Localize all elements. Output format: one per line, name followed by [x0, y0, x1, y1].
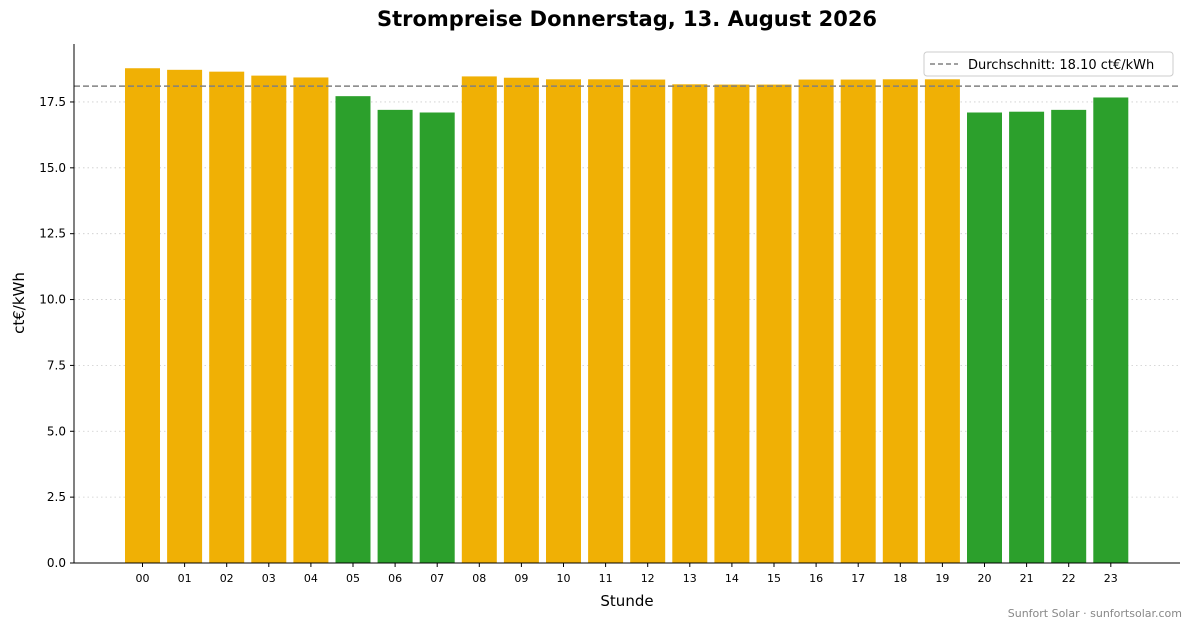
x-tick-label: 07 — [430, 572, 444, 585]
bar-hour-19 — [924, 79, 960, 563]
x-tick-label: 10 — [557, 572, 571, 585]
legend-label: Durchschnitt: 18.10 ct€/kWh — [968, 58, 1154, 73]
bar-hour-23 — [1093, 97, 1129, 563]
x-axis-label: Stunde — [600, 592, 653, 610]
bar-hour-22 — [1051, 109, 1087, 563]
bar-hour-12 — [630, 79, 666, 564]
x-tick-label: 23 — [1104, 572, 1118, 585]
x-tick-label: 21 — [1020, 572, 1034, 585]
bar-hour-08 — [461, 76, 497, 563]
x-tick-label: 03 — [262, 572, 276, 585]
y-tick-label: 0.0 — [47, 556, 66, 570]
x-tick-label: 22 — [1062, 572, 1076, 585]
legend: Durchschnitt: 18.10 ct€/kWh — [923, 51, 1174, 77]
bar-hour-18 — [882, 79, 918, 563]
bar-hour-15 — [756, 84, 792, 564]
y-tick-label: 5.0 — [47, 424, 66, 438]
x-tick-label: 11 — [599, 572, 613, 585]
bar-hour-04 — [293, 77, 329, 563]
y-tick-label: 17.5 — [39, 95, 66, 109]
x-ticks: 00 01 02 03 04 05 06 07 08 09 10 11 12 13 14 15 16 17 18 19… — [136, 563, 1118, 585]
chart-title: Strompreise Donnerstag, 13. August 2026 — [377, 7, 877, 31]
bar-hour-07 — [419, 112, 455, 563]
x-tick-label: 06 — [388, 572, 402, 585]
bar-hour-21 — [1009, 111, 1045, 564]
x-tick-label: 01 — [178, 572, 192, 585]
bar-hour-02 — [209, 71, 245, 563]
bar-hour-16 — [798, 79, 834, 564]
bar-hour-00 — [125, 68, 160, 564]
legend-box — [923, 51, 1174, 77]
y-tick-label: 10.0 — [39, 293, 66, 307]
y-tick-label: 2.5 — [47, 490, 66, 504]
x-tick-label: 14 — [725, 572, 739, 585]
x-tick-label: 02 — [220, 572, 234, 585]
bar-hour-05 — [335, 96, 371, 563]
y-tick-label: 7.5 — [47, 358, 66, 372]
x-tick-label: 00 — [136, 572, 150, 585]
bar-hour-11 — [588, 79, 624, 563]
x-tick-label: 12 — [641, 572, 655, 585]
y-tick-label: 15.0 — [39, 161, 66, 175]
bar-hour-17 — [840, 79, 876, 564]
bar-hour-20 — [967, 112, 1002, 563]
y-axis-label: ct€/kWh — [10, 272, 28, 334]
x-tick-label: 19 — [935, 572, 949, 585]
bar-hour-13 — [672, 84, 708, 564]
bar-hour-06 — [377, 109, 413, 563]
x-tick-label: 05 — [346, 572, 360, 585]
bar-hour-10 — [546, 79, 581, 563]
x-tick-label: 18 — [893, 572, 907, 585]
x-tick-label: 15 — [767, 572, 781, 585]
footer-credit: Sunfort Solar · sunfortsolar.com — [1008, 607, 1182, 620]
x-tick-label: 13 — [683, 572, 697, 585]
x-tick-label: 17 — [851, 572, 865, 585]
bar-hour-03 — [251, 75, 287, 564]
y-tick-label: 12.5 — [39, 227, 66, 241]
x-tick-label: 16 — [809, 572, 823, 585]
bar-hour-01 — [167, 69, 203, 564]
bar-hour-09 — [503, 77, 539, 563]
x-tick-label: 09 — [514, 572, 528, 585]
x-tick-label: 08 — [472, 572, 486, 585]
x-tick-label: 04 — [304, 572, 318, 585]
bar-hour-14 — [714, 84, 750, 564]
bars — [125, 68, 1129, 564]
x-tick-label: 20 — [978, 572, 992, 585]
y-ticks: 0.0 2.5 5.0 7.5 10.0 12.5 15.0 17.5 — [39, 95, 74, 570]
